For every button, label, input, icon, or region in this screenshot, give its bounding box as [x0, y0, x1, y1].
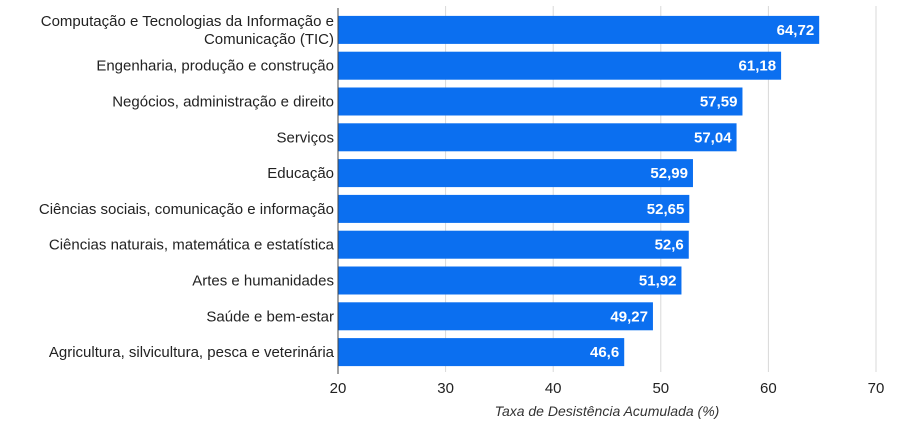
- x-tick-label: 50: [652, 380, 669, 397]
- data-label: 49,27: [610, 308, 648, 325]
- bars-layer: [338, 15, 820, 367]
- category-label: Serviços: [276, 129, 334, 146]
- data-label: 57,04: [694, 129, 732, 146]
- data-label: 52,99: [650, 165, 688, 182]
- x-tick-label: 70: [868, 380, 885, 397]
- x-tick-label: 40: [545, 380, 562, 397]
- bar: [338, 123, 737, 152]
- category-labels: Computação e Tecnologias da Informação e…: [39, 13, 335, 361]
- data-label: 64,72: [777, 22, 815, 39]
- bar: [338, 338, 625, 367]
- data-label: 52,6: [655, 237, 684, 254]
- x-tick-label: 20: [330, 380, 347, 397]
- x-tick-label: 30: [437, 380, 454, 397]
- bar: [338, 266, 682, 295]
- data-label: 51,92: [639, 273, 677, 290]
- bar: [338, 15, 820, 44]
- category-label: Agricultura, silvicultura, pesca e veter…: [49, 344, 335, 361]
- bar: [338, 194, 690, 223]
- category-label: Educação: [267, 165, 334, 182]
- x-tick-label: 60: [760, 380, 777, 397]
- data-label: 61,18: [739, 58, 777, 75]
- value-labels: 64,72 61,18 57,59 57,04 52,99 52,65 52,6 51,92 4…: [590, 22, 814, 361]
- bar: [338, 51, 782, 80]
- category-label: Ciências naturais, matemática e estatíst…: [49, 237, 335, 254]
- data-label: 52,65: [647, 201, 685, 218]
- category-label: Negócios, administração e direito: [112, 94, 334, 111]
- data-label: 57,59: [700, 94, 738, 111]
- category-label: Saúde e bem-estar: [206, 308, 334, 325]
- category-label: Comunicação (TIC): [204, 31, 334, 48]
- bar: [338, 230, 689, 259]
- bar: [338, 87, 743, 116]
- bar: [338, 159, 693, 188]
- bar: [338, 302, 653, 331]
- category-label: Computação e Tecnologias da Informação e: [41, 13, 334, 30]
- data-label: 46,6: [590, 344, 619, 361]
- x-axis-ticks: 20 30 40 50 60 70: [330, 380, 885, 397]
- category-label: Engenharia, produção e construção: [96, 58, 334, 75]
- x-axis-title: Taxa de Desistência Acumulada (%): [495, 403, 720, 419]
- category-label: Artes e humanidades: [192, 273, 334, 290]
- category-label: Ciências sociais, comunicação e informaç…: [39, 201, 334, 218]
